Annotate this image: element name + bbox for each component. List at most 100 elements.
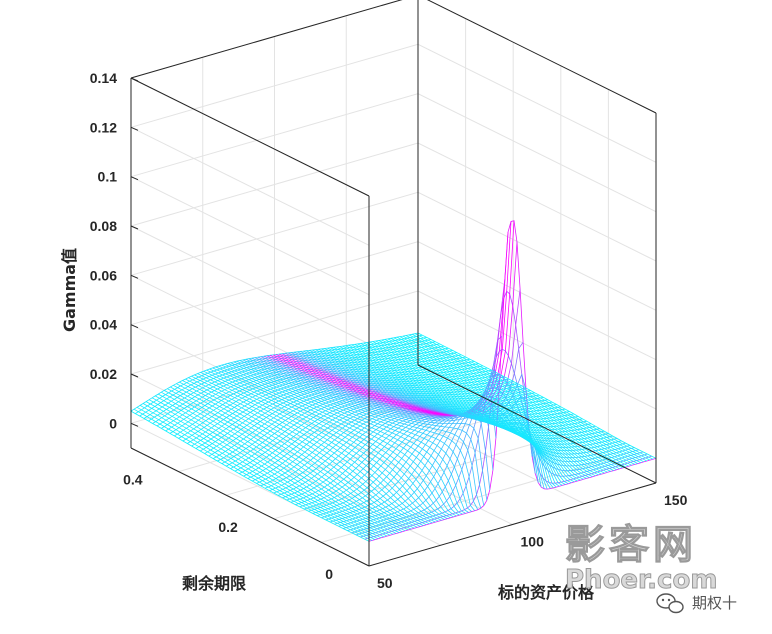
z-tick-label: 0 — [109, 415, 117, 431]
surface-column — [191, 375, 430, 525]
surface-column — [209, 368, 448, 519]
y-axis-label: 剩余期限 — [182, 574, 247, 593]
surface-column — [414, 333, 654, 460]
gridline-z — [130, 93, 657, 213]
z-tick-mark — [130, 373, 139, 378]
wechat-icon — [656, 593, 684, 614]
surface-column — [200, 372, 439, 522]
surface-column — [333, 346, 572, 484]
z-axis-label: Gamma值 — [60, 248, 79, 332]
gridline-z — [130, 191, 657, 311]
watermark-brand: 影客网 — [565, 522, 697, 568]
surface-column — [251, 357, 491, 490]
gridline-z-left — [130, 324, 370, 444]
gridline-z — [130, 0, 657, 114]
surface-column — [357, 343, 596, 477]
z-tick-label: 0.12 — [90, 119, 117, 135]
surface-column — [360, 343, 599, 476]
z-tick-mark — [130, 77, 139, 82]
surface-column — [248, 358, 488, 501]
gridline-z-left — [130, 225, 370, 345]
y-tick-label: 0 — [325, 566, 333, 582]
surface-column — [417, 332, 657, 459]
surface-column — [242, 359, 482, 509]
surface-column — [173, 384, 412, 530]
surface-column — [411, 333, 651, 461]
watermark: 影客网 Phoer.com 期权十 — [565, 522, 737, 614]
surface-column — [236, 360, 476, 511]
surface-column — [139, 405, 379, 540]
y-tick-label: 0.2 — [218, 519, 238, 535]
surface-column — [136, 406, 376, 540]
surface-column — [218, 365, 457, 517]
axes-frame — [130, 0, 657, 567]
x-axis-label: 标的资产价格 — [497, 583, 595, 602]
surface-column — [345, 345, 584, 480]
surface-column — [164, 390, 403, 533]
surface-column — [257, 356, 497, 439]
surface-column — [182, 380, 421, 527]
surface-column — [297, 351, 536, 474]
x-tick-label: 150 — [664, 492, 688, 508]
surface-column — [161, 391, 400, 533]
axis-edge — [426, 0, 657, 114]
x-tick-label: 50 — [377, 575, 393, 591]
surface-column — [130, 410, 370, 542]
surface-column — [339, 346, 578, 482]
surface-column — [402, 335, 642, 464]
surface-column — [342, 345, 581, 481]
z-tick-label: 0.14 — [90, 70, 117, 86]
z-tick-mark — [130, 274, 139, 279]
surface-column — [387, 338, 626, 468]
surface-column — [188, 377, 427, 526]
gridline-z-left — [130, 176, 370, 296]
axes-ticks: 0 0.02 0.04 0.06 0.08 0.1 0.12 0.14 50 100 150 0 0.2… — [90, 70, 688, 591]
surface-column — [245, 358, 485, 506]
surface-column — [145, 401, 385, 538]
surface-column — [239, 360, 479, 510]
gamma-surface — [130, 220, 657, 542]
z-tick-mark — [130, 422, 139, 427]
surface-column — [348, 344, 587, 479]
surface-column — [384, 339, 623, 469]
surface-column — [167, 388, 406, 532]
surface-column — [185, 378, 424, 526]
watermark-url: Phoer.com — [565, 565, 717, 595]
z-tick-label: 0.08 — [90, 218, 117, 234]
surface-column — [351, 344, 590, 478]
z-tick-mark — [130, 324, 139, 329]
surface-column — [396, 336, 636, 465]
surface-column — [230, 362, 469, 513]
surface-column — [393, 337, 632, 466]
surface-column — [224, 363, 463, 515]
surface-column — [354, 344, 593, 478]
surface-column — [194, 374, 433, 524]
surface-column — [369, 341, 608, 473]
axis-edge — [130, 0, 403, 79]
z-tick-mark — [130, 225, 139, 230]
surface-column — [233, 361, 472, 512]
surface-column — [203, 370, 442, 521]
watermark-account: 期权十 — [692, 594, 737, 612]
axis-edge — [417, 364, 657, 484]
surface-column — [330, 347, 569, 485]
axis-edge — [130, 447, 370, 567]
gridline-z — [130, 43, 657, 163]
surface-column — [133, 408, 373, 541]
surface-column — [408, 334, 648, 462]
surface-column — [327, 347, 566, 485]
surface-column — [390, 337, 629, 467]
gridline-z — [130, 142, 657, 262]
surface-column — [399, 336, 639, 464]
surface-column — [176, 383, 415, 529]
z-tick-label: 0.06 — [90, 267, 117, 283]
surface-column — [179, 381, 418, 528]
surface-column — [151, 397, 391, 536]
z-tick-label: 0.02 — [90, 366, 117, 382]
x-tick-label: 100 — [521, 534, 545, 550]
surface-column — [142, 403, 382, 539]
z-tick-label: 0.04 — [90, 317, 117, 333]
surface-column — [372, 341, 611, 472]
surface-column — [206, 369, 445, 520]
